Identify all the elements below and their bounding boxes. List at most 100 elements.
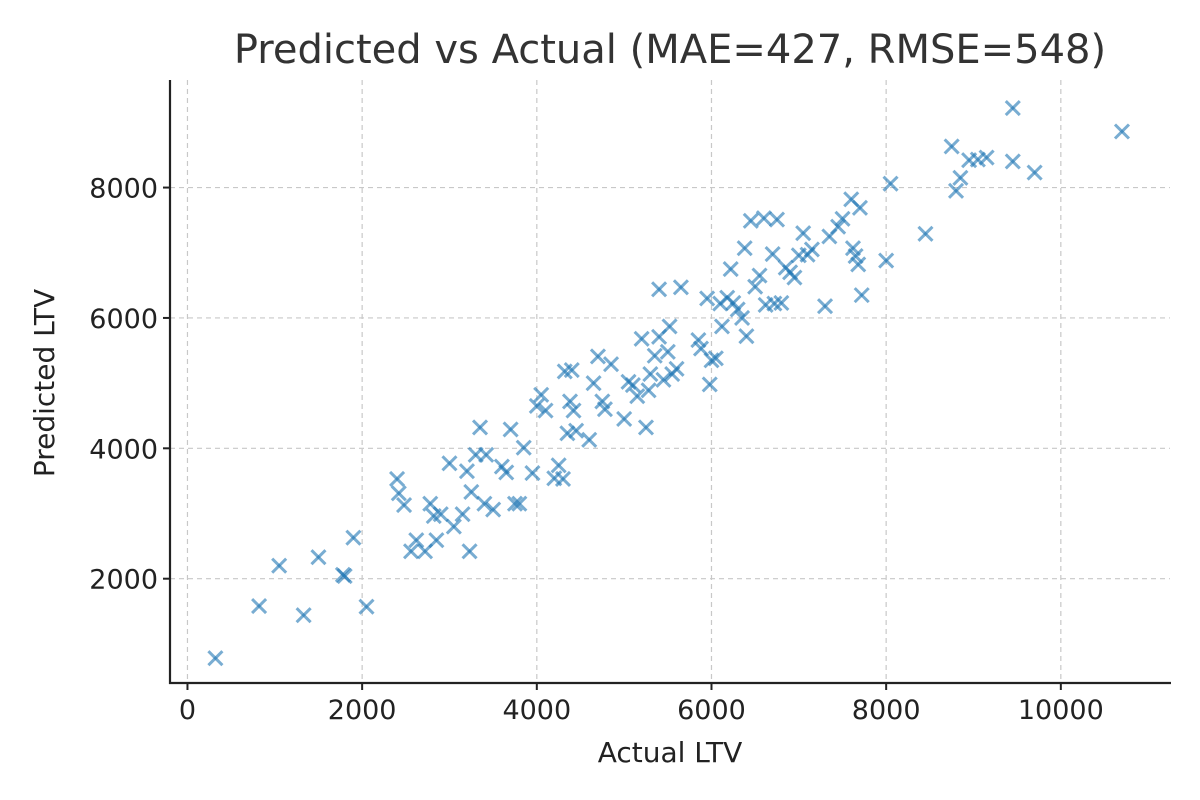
data-point-marker xyxy=(633,330,650,347)
data-point-marker xyxy=(596,401,613,418)
data-point-marker xyxy=(747,278,764,295)
data-point-marker xyxy=(533,386,550,403)
data-point-marker xyxy=(476,495,493,512)
data-point-marker xyxy=(602,356,620,373)
data-point-marker xyxy=(295,607,312,624)
data-point-marker xyxy=(816,298,834,315)
data-point-marker xyxy=(624,377,641,394)
data-point-marker xyxy=(672,279,689,296)
data-point-marker xyxy=(402,543,420,560)
data-point-marker xyxy=(454,506,471,523)
data-point-marker xyxy=(498,464,515,481)
data-point-marker xyxy=(786,269,803,286)
data-point-marker xyxy=(803,241,820,258)
data-point-marker xyxy=(550,457,567,474)
data-point-marker xyxy=(978,149,995,166)
data-point-marker xyxy=(537,402,554,419)
data-point-marker xyxy=(851,199,869,216)
data-point-marker xyxy=(485,501,502,518)
data-point-marker xyxy=(661,318,678,335)
data-point-marker xyxy=(1004,99,1021,117)
data-point-marker xyxy=(637,419,655,436)
data-point-marker xyxy=(729,301,746,318)
data-point-marker xyxy=(646,347,663,364)
data-point-marker xyxy=(659,343,676,360)
data-point-marker xyxy=(458,463,476,480)
ticks: 0 2000 4000 6000 8000 10000 2000 4000 6000 8000 xyxy=(89,174,1104,726)
data-point-marker xyxy=(561,393,579,410)
data-point-marker xyxy=(850,256,867,273)
data-point-marker xyxy=(524,465,541,482)
data-point-marker xyxy=(390,485,407,502)
data-point-marker xyxy=(589,348,607,365)
data-point-marker xyxy=(585,375,602,392)
data-point-marker xyxy=(878,252,895,269)
data-point-marker xyxy=(640,382,657,399)
y-tick-label: 8000 xyxy=(89,174,158,205)
data-point-marker xyxy=(830,218,847,235)
data-point-marker xyxy=(251,598,268,615)
y-tick-label: 4000 xyxy=(89,434,158,465)
data-point-marker xyxy=(651,281,668,298)
data-point-marker xyxy=(764,245,781,263)
y-axis-label: Predicted LTV xyxy=(28,289,61,477)
data-point-marker xyxy=(834,210,851,227)
x-tick-label: 8000 xyxy=(852,695,921,726)
data-point-marker xyxy=(515,439,532,456)
data-point-marker xyxy=(1026,164,1043,181)
data-point-marker xyxy=(463,483,480,501)
data-point-marker xyxy=(751,267,768,284)
data-point-marker xyxy=(952,169,969,186)
data-point-marker xyxy=(528,397,545,415)
data-point-marker xyxy=(795,225,812,242)
axes xyxy=(168,80,1171,685)
data-point-marker xyxy=(478,446,495,463)
data-point-marker xyxy=(668,360,685,377)
y-tick-label: 6000 xyxy=(89,304,158,335)
data-point-marker xyxy=(568,422,585,439)
data-point-marker xyxy=(742,212,759,229)
data-point-marker xyxy=(506,495,524,512)
data-point-marker xyxy=(722,260,739,278)
data-point-marker xyxy=(882,175,899,192)
data-point-marker xyxy=(768,211,786,228)
x-tick-label: 4000 xyxy=(502,695,571,726)
data-point-marker xyxy=(502,421,519,438)
grid xyxy=(170,80,1170,683)
x-tick-label: 2000 xyxy=(328,695,397,726)
data-point-marker xyxy=(733,309,751,327)
data-point-marker xyxy=(345,529,362,546)
data-point-marker xyxy=(773,294,790,312)
data-point-marker xyxy=(563,362,580,379)
data-point-marker xyxy=(581,431,598,448)
x-tick-label: 6000 xyxy=(677,695,746,726)
data-point-marker xyxy=(511,495,528,512)
data-point-marker xyxy=(207,650,224,667)
x-tick-label: 10000 xyxy=(1018,695,1104,726)
data-point-marker xyxy=(441,455,458,472)
data-point-marker xyxy=(1113,123,1131,140)
data-point-marker xyxy=(642,365,659,383)
data-point-marker xyxy=(713,318,731,335)
data-point-marker xyxy=(336,568,353,585)
data-point-marker xyxy=(428,532,445,549)
data-point-marker xyxy=(655,371,672,388)
data-point-marker xyxy=(755,210,772,227)
y-tick-label: 2000 xyxy=(89,565,158,596)
data-point-marker xyxy=(707,350,724,367)
data-point-marker xyxy=(701,376,718,393)
x-tick-label: 0 xyxy=(179,695,196,726)
data-point-marker xyxy=(461,543,478,560)
data-point-marker xyxy=(396,496,413,514)
data-point-marker xyxy=(432,506,449,523)
data-point-marker xyxy=(1004,153,1021,170)
data-point-marker xyxy=(629,388,646,405)
data-point-marker xyxy=(703,352,720,369)
data-point-marker xyxy=(736,240,753,257)
data-point-marker xyxy=(408,532,425,549)
data-point-marker xyxy=(565,402,582,419)
data-point-marker xyxy=(310,549,327,566)
data-point-marker xyxy=(853,287,870,304)
data-point-marker xyxy=(917,225,934,242)
